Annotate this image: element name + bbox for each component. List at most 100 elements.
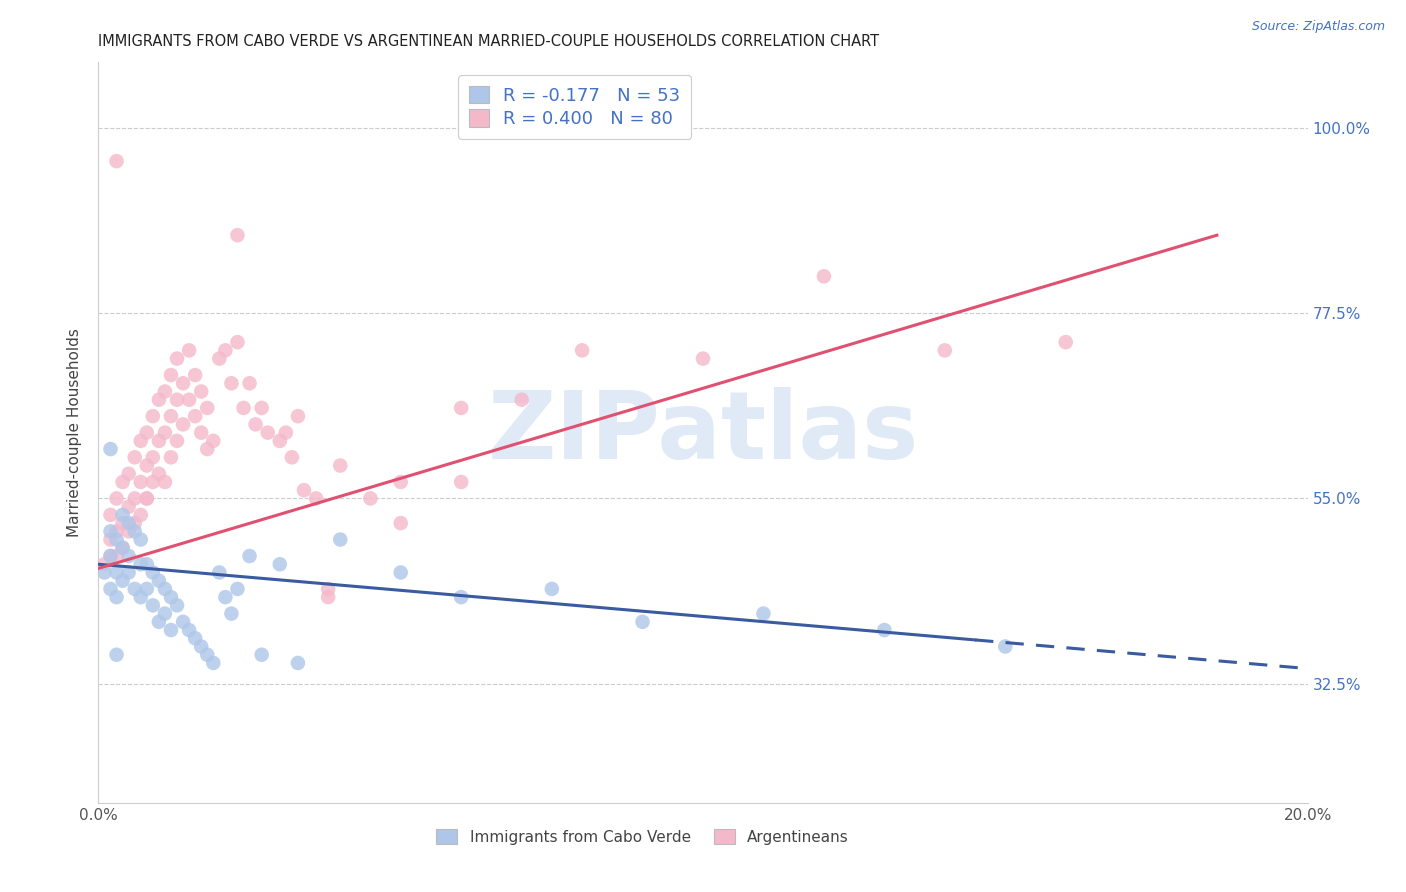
Point xyxy=(105,590,128,604)
Point xyxy=(287,656,309,670)
Point xyxy=(1054,335,1077,350)
Point xyxy=(142,475,165,489)
Point xyxy=(111,475,134,489)
Point xyxy=(124,524,146,539)
Point xyxy=(752,607,775,621)
Point xyxy=(994,640,1017,654)
Point xyxy=(813,269,835,284)
Point xyxy=(124,582,146,596)
Point xyxy=(250,401,273,415)
Point xyxy=(179,343,201,358)
Point xyxy=(105,154,128,169)
Point xyxy=(160,368,183,382)
Point xyxy=(450,590,472,604)
Point xyxy=(269,558,291,572)
Point xyxy=(202,434,225,448)
Point xyxy=(631,615,654,629)
Point xyxy=(316,590,339,604)
Point xyxy=(329,533,352,547)
Point xyxy=(142,599,165,613)
Point xyxy=(934,343,956,358)
Point xyxy=(129,533,152,547)
Point xyxy=(256,425,278,440)
Point xyxy=(226,582,249,596)
Point xyxy=(208,351,231,366)
Point xyxy=(239,549,262,563)
Point xyxy=(93,558,115,572)
Point xyxy=(153,425,176,440)
Point xyxy=(100,508,122,522)
Point xyxy=(184,632,207,646)
Point xyxy=(105,566,128,580)
Point xyxy=(166,392,188,407)
Point xyxy=(111,541,134,555)
Point xyxy=(135,425,157,440)
Point xyxy=(148,467,170,481)
Point xyxy=(118,516,141,530)
Text: IMMIGRANTS FROM CABO VERDE VS ARGENTINEAN MARRIED-COUPLE HOUSEHOLDS CORRELATION : IMMIGRANTS FROM CABO VERDE VS ARGENTINEA… xyxy=(98,34,880,49)
Text: Source: ZipAtlas.com: Source: ZipAtlas.com xyxy=(1251,20,1385,33)
Point xyxy=(226,228,249,243)
Point xyxy=(129,434,152,448)
Point xyxy=(160,450,183,465)
Point xyxy=(160,590,183,604)
Point xyxy=(172,376,194,391)
Point xyxy=(245,417,267,432)
Point xyxy=(190,384,212,399)
Point xyxy=(195,442,218,456)
Point xyxy=(100,533,122,547)
Point xyxy=(118,549,141,563)
Point xyxy=(129,475,152,489)
Point xyxy=(148,434,170,448)
Point xyxy=(214,343,236,358)
Point xyxy=(873,623,896,637)
Point xyxy=(142,566,165,580)
Y-axis label: Married-couple Households: Married-couple Households xyxy=(67,328,83,537)
Point xyxy=(208,566,231,580)
Point xyxy=(292,483,315,498)
Point xyxy=(172,615,194,629)
Point xyxy=(111,541,134,555)
Point xyxy=(118,524,141,539)
Point xyxy=(250,648,273,662)
Point xyxy=(100,442,122,456)
Point xyxy=(226,335,249,350)
Point xyxy=(239,376,262,391)
Point xyxy=(135,582,157,596)
Point xyxy=(148,392,170,407)
Point xyxy=(111,574,134,588)
Point xyxy=(129,590,152,604)
Point xyxy=(148,574,170,588)
Point xyxy=(287,409,309,424)
Point xyxy=(316,582,339,596)
Point xyxy=(166,434,188,448)
Point xyxy=(135,491,157,506)
Point xyxy=(269,434,291,448)
Point xyxy=(148,615,170,629)
Point xyxy=(105,524,128,539)
Point xyxy=(184,368,207,382)
Point xyxy=(184,409,207,424)
Point xyxy=(190,425,212,440)
Point xyxy=(153,607,176,621)
Point xyxy=(166,599,188,613)
Point xyxy=(153,475,176,489)
Point xyxy=(202,656,225,670)
Point xyxy=(100,549,122,563)
Point xyxy=(142,450,165,465)
Point xyxy=(100,582,122,596)
Point xyxy=(510,392,533,407)
Point xyxy=(105,648,128,662)
Point xyxy=(142,409,165,424)
Point xyxy=(166,351,188,366)
Point xyxy=(118,500,141,514)
Point xyxy=(329,458,352,473)
Point xyxy=(124,491,146,506)
Point xyxy=(111,508,134,522)
Point xyxy=(389,566,412,580)
Point xyxy=(105,491,128,506)
Point xyxy=(118,566,141,580)
Point xyxy=(214,590,236,604)
Point xyxy=(195,648,218,662)
Point xyxy=(389,475,412,489)
